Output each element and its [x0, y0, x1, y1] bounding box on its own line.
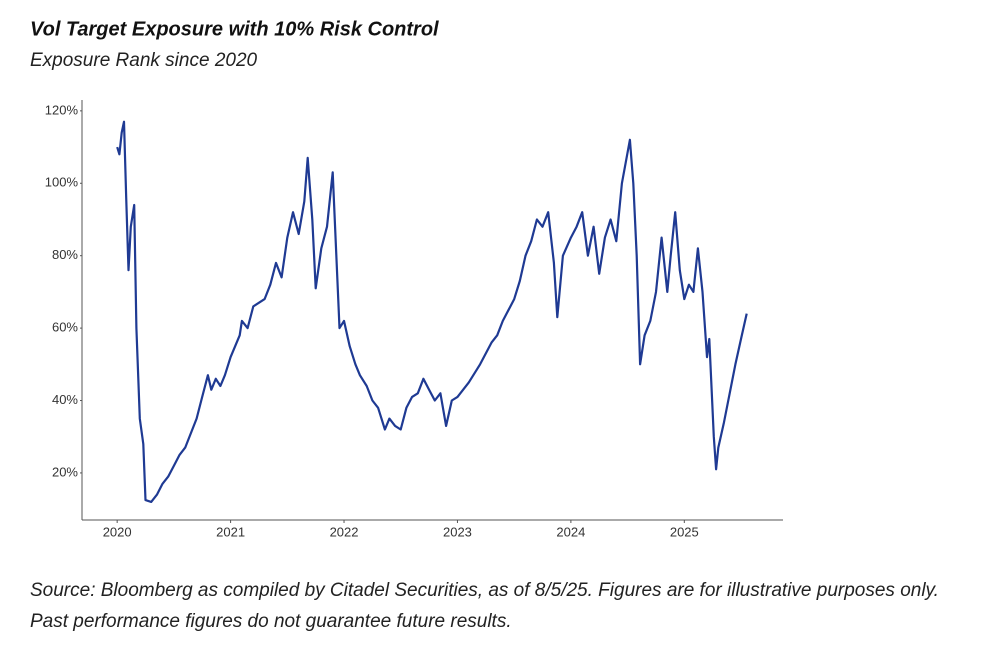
chart-title: Vol Target Exposure with 10% Risk Contro… [30, 18, 439, 40]
x-tick-label: 2021 [216, 524, 245, 539]
x-tick-label: 2024 [556, 524, 585, 539]
chart-subtitle: Exposure Rank since 2020 [30, 50, 258, 71]
y-tick-label: 100% [45, 175, 79, 190]
y-tick-label: 40% [52, 392, 78, 407]
x-tick-label: 2023 [443, 524, 472, 539]
y-tick-label: 20% [52, 464, 78, 479]
data-line [116, 120, 748, 503]
y-tick-label: 60% [52, 320, 78, 335]
y-tick-label: 120% [45, 102, 79, 117]
y-tick-label: 80% [52, 247, 78, 262]
x-tick-label: 2022 [330, 524, 359, 539]
x-tick-label: 2025 [670, 524, 699, 539]
source-note: Source: Bloomberg as compiled by Citadel… [30, 580, 939, 632]
x-tick-label: 2020 [103, 524, 132, 539]
